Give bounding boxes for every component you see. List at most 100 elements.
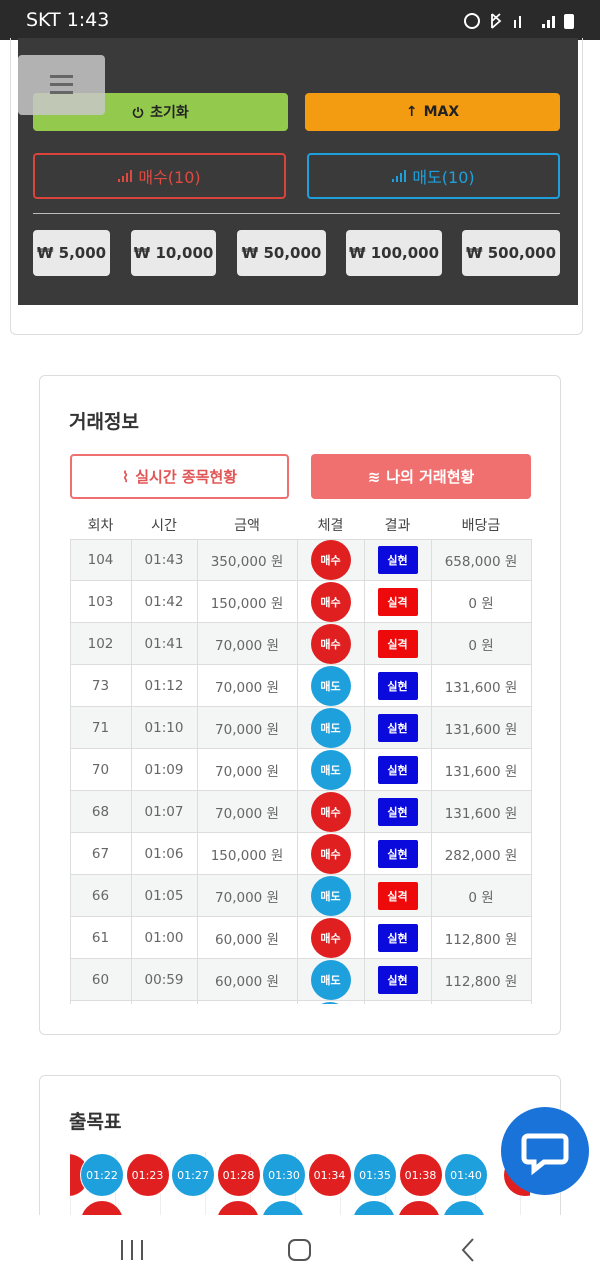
column-header: 금액 xyxy=(234,518,260,534)
column-header: 체결 xyxy=(317,518,344,534)
trade-side-chip: 매수 xyxy=(310,792,351,832)
column-line xyxy=(70,539,71,1004)
cell-text: 112,800 원 xyxy=(444,932,518,948)
row-bg xyxy=(70,917,531,959)
trade-side-chip: 매도 xyxy=(310,708,351,748)
reset-label: 초기화 xyxy=(150,105,189,121)
table-cell: 매수 xyxy=(297,581,364,623)
status-icons xyxy=(464,13,574,29)
cell-text: 131,600 원 xyxy=(444,722,518,738)
amount-button[interactable]: ₩ 100,000 xyxy=(346,230,442,276)
control-card xyxy=(10,38,583,335)
result-badge: 실격 xyxy=(377,630,418,658)
menu-button[interactable] xyxy=(18,55,105,115)
divider xyxy=(33,213,560,214)
cell-text: 131,600 원 xyxy=(444,806,518,822)
cell-text: 01:42 xyxy=(144,594,184,610)
cell-text: 104 xyxy=(87,552,114,568)
cell-text: 73 xyxy=(91,678,110,694)
trade-side-chip: 매도 xyxy=(310,666,351,706)
row-bg xyxy=(70,707,531,749)
max-button[interactable]: ↑ MAX xyxy=(305,93,560,131)
trade-side-chip: 매도 xyxy=(310,750,351,790)
cell-text: 70,000 원 xyxy=(215,638,279,654)
cell-text: 131,600 원 xyxy=(444,764,518,780)
result-badge: 실격 xyxy=(377,882,418,910)
amount-button[interactable]: ₩ 50,000 xyxy=(237,230,326,276)
cell-text: 70 xyxy=(91,762,110,778)
buy-button[interactable]: 매수(10) xyxy=(33,153,286,199)
row-bg xyxy=(70,1001,531,1004)
signal-icon xyxy=(392,170,407,182)
column-header: 회차 xyxy=(87,518,114,534)
amount-button[interactable]: ₩ 5,000 xyxy=(33,230,110,276)
signal-icon xyxy=(118,170,133,182)
amount-button[interactable]: ₩ 500,000 xyxy=(462,230,560,276)
table-cell: 실격 xyxy=(364,581,431,623)
cell-text: 658,000 원 xyxy=(444,554,518,570)
result-ball: 01:34 xyxy=(307,1153,352,1197)
carrier-time: SKT 1:43 xyxy=(26,9,110,31)
row-bg xyxy=(70,665,531,707)
table-cell: 실현 xyxy=(364,917,431,959)
table-cell: 매수 xyxy=(297,833,364,875)
table-cell: 매도 xyxy=(297,875,364,917)
table-cell: 매도 xyxy=(297,665,364,707)
amount-button[interactable]: ₩ 10,000 xyxy=(131,230,216,276)
cell-text: 01:06 xyxy=(144,846,184,862)
result-badge: 실격 xyxy=(377,588,418,616)
column-line xyxy=(297,539,298,1004)
row-line xyxy=(70,539,531,540)
cell-text: 01:07 xyxy=(144,804,184,820)
cell-text: 350,000 원 xyxy=(210,554,284,570)
result-ball: 01:40 xyxy=(444,1153,488,1197)
column-line xyxy=(531,539,532,1004)
cell-text: 01:10 xyxy=(144,720,184,736)
tab-label: 실시간 종목현황 xyxy=(135,468,238,486)
column-line xyxy=(431,539,432,1004)
table-cell: 매수 xyxy=(297,791,364,833)
trade-table: 회차 시간 금액 체결 결과 배당금 104 01:43 350,000 원 매수 실현 658,00… xyxy=(70,518,532,1004)
sell-button[interactable]: 매도(10) xyxy=(307,153,560,199)
my-trade-tab[interactable]: ≋ 나의 거래현황 xyxy=(311,454,531,499)
cell-text: 00:59 xyxy=(144,972,184,988)
result-badge: 실현 xyxy=(377,966,418,994)
result-badge: 실현 xyxy=(377,714,418,742)
cell-text: 0 원 xyxy=(468,596,494,612)
table-cell: 실현 xyxy=(364,833,431,875)
cell-text: 103 xyxy=(87,594,114,610)
chat-button[interactable] xyxy=(500,1106,590,1196)
result-ball: 01:35 xyxy=(353,1153,397,1197)
power-icon xyxy=(132,107,144,118)
table-cell: 실현 xyxy=(364,539,431,581)
cell-text: 102 xyxy=(87,636,114,652)
cell-text: 67 xyxy=(91,846,110,862)
wave-icon: ⌇ xyxy=(121,467,130,486)
column-line xyxy=(364,539,365,1004)
realtime-tab[interactable]: ⌇ 실시간 종목현황 xyxy=(70,454,289,499)
result-badge: 실현 xyxy=(377,924,418,952)
table-cell: 실현 xyxy=(364,959,431,1001)
cell-text: 0 원 xyxy=(468,638,494,654)
table-cell: 매수 xyxy=(297,623,364,665)
table-cell: 실격 xyxy=(364,875,431,917)
board-title: 출목표 xyxy=(69,1111,122,1133)
result-ball: 01:30 xyxy=(262,1153,306,1197)
result-badge: 실현 xyxy=(377,546,418,574)
result-badge: 실현 xyxy=(377,798,418,826)
trade-side-chip: 매수 xyxy=(310,540,351,580)
row-bg xyxy=(70,749,531,791)
row-bg xyxy=(70,539,531,581)
table-cell: 매도 xyxy=(297,749,364,791)
column-line xyxy=(131,539,132,1004)
cell-text: 112,800 원 xyxy=(444,974,518,990)
cell-text: 70,000 원 xyxy=(215,890,279,906)
max-label: MAX xyxy=(423,104,460,120)
result-ball: 01:22 xyxy=(80,1153,124,1197)
row-bg xyxy=(70,581,531,623)
cell-text: 01:05 xyxy=(144,888,184,904)
trade-side-chip: 매수 xyxy=(310,834,351,874)
trade-side-chip: 매도 xyxy=(310,876,351,916)
hamburger-icon xyxy=(50,75,73,94)
cell-text: 60,000 원 xyxy=(215,974,279,990)
